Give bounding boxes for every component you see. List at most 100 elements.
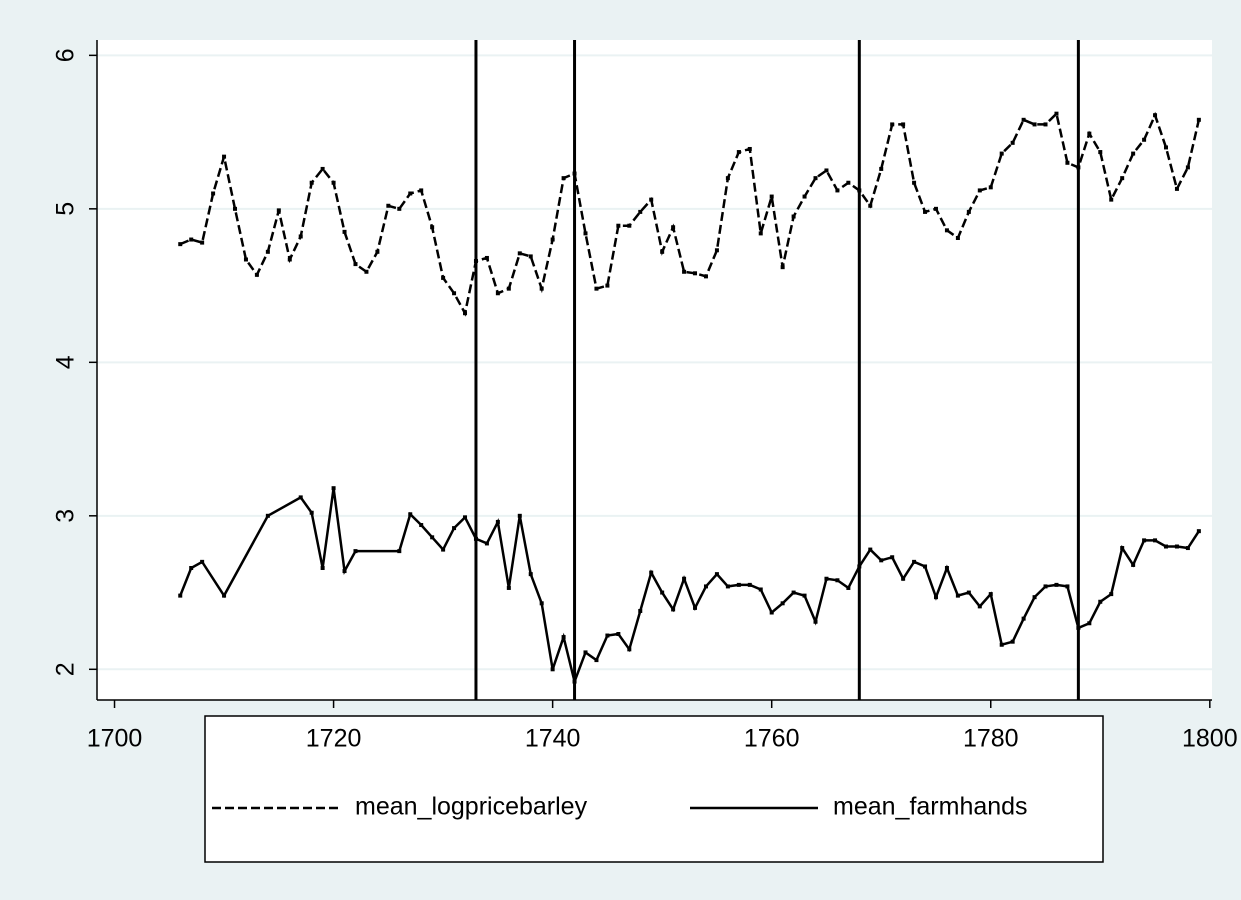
point-marker — [298, 234, 303, 239]
y-tick-label: 2 — [52, 662, 80, 676]
point-marker — [1098, 599, 1103, 604]
point-marker — [452, 526, 457, 531]
point-marker — [1087, 621, 1092, 626]
point-marker — [276, 208, 281, 213]
point-marker — [309, 180, 314, 185]
point-marker — [353, 262, 358, 267]
point-marker — [1098, 150, 1103, 155]
y-tick-label: 5 — [52, 202, 80, 216]
point-marker — [638, 608, 643, 613]
point-marker — [583, 650, 588, 655]
point-marker — [988, 592, 993, 597]
point-marker — [660, 249, 665, 254]
point-marker — [1185, 165, 1190, 170]
point-marker — [693, 271, 698, 276]
point-marker — [846, 585, 851, 590]
point-marker — [1087, 131, 1092, 136]
point-marker — [824, 576, 829, 581]
point-marker — [835, 578, 840, 583]
point-marker — [999, 642, 1004, 647]
point-marker — [484, 255, 489, 260]
point-marker — [791, 214, 796, 219]
point-marker — [539, 286, 544, 291]
point-marker — [616, 632, 621, 636]
legend-box — [204, 715, 1104, 863]
point-marker — [693, 605, 698, 610]
point-marker — [714, 572, 719, 577]
point-marker — [265, 249, 270, 254]
point-marker — [1010, 140, 1015, 145]
point-marker — [890, 122, 895, 127]
point-marker — [813, 176, 818, 181]
point-marker — [298, 495, 303, 500]
point-marker — [441, 275, 446, 280]
point-marker — [1142, 538, 1147, 543]
point-marker — [1021, 616, 1026, 621]
point-marker — [408, 512, 413, 517]
point-marker — [890, 555, 895, 560]
x-tick-label: 1780 — [963, 725, 1019, 753]
point-marker — [1163, 145, 1168, 150]
point-marker — [550, 237, 555, 242]
point-marker — [386, 203, 391, 208]
point-marker — [517, 251, 522, 256]
point-marker — [1142, 137, 1147, 142]
point-marker — [309, 510, 314, 515]
point-marker — [1163, 544, 1168, 549]
point-marker — [999, 151, 1004, 156]
point-marker — [1131, 562, 1136, 567]
point-marker — [769, 610, 774, 615]
point-marker — [1109, 197, 1114, 202]
point-marker — [912, 559, 917, 564]
point-marker — [835, 188, 840, 193]
point-marker — [671, 607, 676, 612]
point-marker — [243, 257, 248, 262]
point-marker — [1196, 529, 1201, 534]
point-marker — [484, 541, 489, 546]
point-marker — [342, 569, 347, 574]
point-marker — [1043, 584, 1048, 589]
point-marker — [1109, 592, 1114, 597]
y-tick-label: 3 — [52, 509, 80, 523]
point-marker — [923, 209, 928, 214]
y-tick-label: 6 — [52, 48, 80, 62]
x-tick-label: 1760 — [744, 725, 800, 753]
point-marker — [178, 593, 183, 598]
point-marker — [320, 166, 325, 171]
point-marker — [528, 254, 533, 259]
point-marker — [506, 585, 511, 590]
point-marker — [1021, 117, 1026, 122]
point-marker — [463, 311, 468, 316]
point-marker — [682, 576, 687, 581]
point-marker — [780, 265, 785, 270]
point-marker — [868, 203, 873, 208]
point-marker — [1174, 186, 1179, 191]
series-line — [179, 111, 1201, 317]
point-marker — [517, 513, 522, 518]
point-marker — [1054, 582, 1059, 587]
point-marker — [605, 633, 610, 638]
point-marker — [966, 590, 971, 595]
point-marker — [912, 180, 917, 185]
point-marker — [791, 590, 796, 595]
point-marker — [583, 231, 588, 236]
point-marker — [879, 558, 884, 563]
point-marker — [1065, 584, 1070, 589]
point-marker — [222, 593, 227, 598]
point-marker — [594, 658, 599, 663]
point-marker — [1120, 176, 1125, 181]
point-marker — [594, 286, 599, 291]
point-marker — [1054, 111, 1059, 116]
x-tick-label: 1800 — [1182, 725, 1238, 753]
point-marker — [846, 180, 851, 185]
point-marker — [200, 240, 205, 245]
point-marker — [463, 515, 468, 520]
point-marker — [189, 237, 194, 242]
point-marker — [944, 228, 949, 233]
plot-area — [97, 40, 1212, 700]
point-marker — [452, 291, 457, 296]
point-marker — [1065, 160, 1070, 165]
point-marker — [1010, 639, 1015, 644]
